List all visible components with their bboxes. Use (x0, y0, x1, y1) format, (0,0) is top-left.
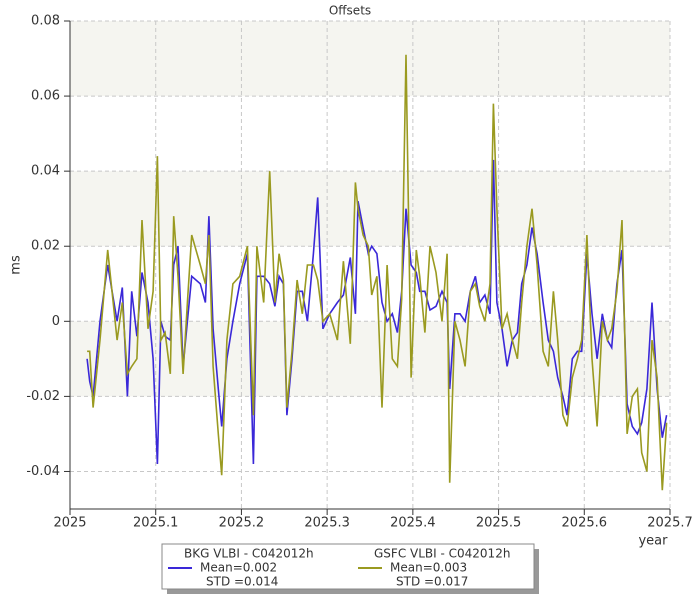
y-tick-label: 0.08 (31, 14, 60, 29)
x-tick-label: 2025 (53, 516, 86, 531)
y-tick-label: 0.02 (31, 239, 60, 254)
x-tick-label: 2025.4 (390, 516, 436, 531)
y-tick-label: 0.06 (31, 89, 60, 104)
legend-stat: STD =0.017 (396, 575, 468, 589)
background-band (70, 171, 670, 247)
legend-label: GSFC VLBI - C042012h (374, 547, 510, 561)
legend-stat: Mean=0.003 (390, 561, 467, 575)
y-axis-label: ms (9, 255, 24, 275)
x-axis-label: year (638, 534, 668, 549)
x-tick-label: 2025.6 (562, 516, 608, 531)
x-tick-label: 2025.2 (219, 516, 265, 531)
legend-stat: Mean=0.002 (200, 561, 277, 575)
legend (161, 543, 535, 590)
x-tick-label: 2025.5 (476, 516, 522, 531)
y-tick-label: -0.04 (26, 464, 60, 479)
y-tick-label: 0 (52, 314, 60, 329)
legend-stat: STD =0.014 (206, 575, 278, 589)
background-band (70, 21, 670, 97)
x-tick-label: 2025.7 (647, 516, 693, 531)
x-tick-label: 2025.3 (304, 516, 350, 531)
series-line (87, 54, 668, 491)
legend-label: BKG VLBI - C042012h (184, 547, 314, 561)
chart-title: Offsets (329, 4, 371, 18)
y-tick-label: 0.04 (31, 164, 60, 179)
y-tick-label: -0.02 (26, 389, 60, 404)
x-tick-label: 2025.1 (133, 516, 179, 531)
